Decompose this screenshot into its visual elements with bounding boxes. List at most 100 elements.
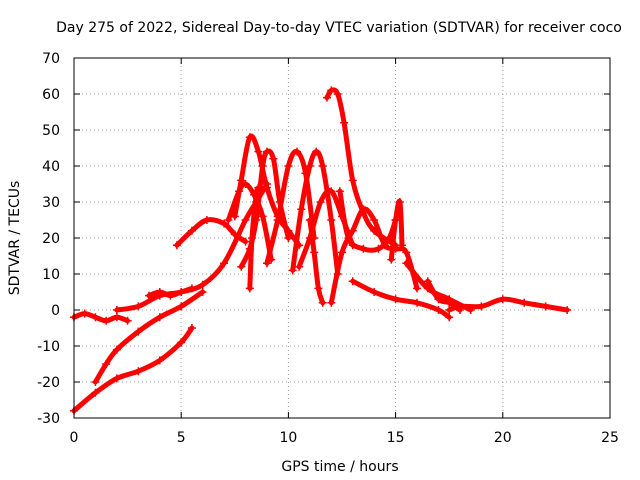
data-point bbox=[445, 298, 454, 307]
data-point bbox=[202, 216, 211, 224]
series-line bbox=[247, 185, 261, 291]
data-point bbox=[237, 262, 246, 271]
data-point bbox=[316, 198, 325, 206]
data-point bbox=[134, 367, 143, 376]
series-arc-19 bbox=[348, 277, 454, 322]
x-tick-label: 10 bbox=[279, 430, 297, 446]
x-tick-label: 15 bbox=[387, 430, 405, 446]
data-point bbox=[340, 118, 349, 127]
data-point bbox=[91, 313, 100, 322]
y-tick-label: 70 bbox=[42, 51, 60, 67]
data-point bbox=[322, 93, 331, 102]
data-point bbox=[374, 244, 383, 253]
data-point bbox=[177, 288, 186, 296]
data-point bbox=[335, 187, 344, 196]
series-line bbox=[307, 217, 326, 306]
data-point bbox=[288, 266, 297, 275]
data-point bbox=[297, 205, 306, 214]
data-point bbox=[155, 313, 164, 322]
data-point bbox=[312, 147, 321, 156]
y-tick-label: -20 bbox=[37, 375, 60, 391]
y-tick-label: 0 bbox=[51, 303, 60, 319]
data-point bbox=[262, 183, 271, 192]
data-point bbox=[262, 147, 271, 156]
data-point bbox=[370, 216, 379, 224]
series-arc-10 bbox=[245, 183, 263, 293]
data-point bbox=[224, 216, 233, 224]
axis-ticks: 0 5 10 15 20 25 -30 -20 -10 0 10 20 30 40 50 60 70 bbox=[37, 51, 619, 446]
series-arc-6 bbox=[172, 216, 250, 250]
series-arc-22 bbox=[445, 295, 572, 314]
data-point bbox=[520, 298, 529, 307]
data-point bbox=[338, 248, 346, 257]
data-point bbox=[445, 313, 454, 322]
data-point bbox=[413, 284, 422, 293]
data-point bbox=[112, 345, 121, 354]
data-point bbox=[348, 176, 357, 185]
y-tick-label: -10 bbox=[37, 339, 60, 355]
data-point bbox=[123, 316, 132, 325]
data-point bbox=[230, 230, 239, 239]
data-point bbox=[359, 244, 368, 253]
data-point bbox=[241, 237, 250, 246]
y-axis-label: SDTVAR / TECUs bbox=[7, 181, 23, 296]
chart-title: Day 275 of 2022, Sidereal Day-to-day VTE… bbox=[56, 20, 622, 36]
data-point bbox=[318, 298, 327, 307]
data-point bbox=[91, 378, 100, 386]
x-tick-label: 25 bbox=[601, 430, 619, 446]
data-point bbox=[402, 248, 411, 257]
data-point bbox=[348, 226, 357, 235]
series-arc-2 bbox=[91, 288, 207, 386]
series-arc-5 bbox=[145, 284, 196, 300]
data-point bbox=[220, 259, 229, 268]
series-line bbox=[174, 217, 248, 248]
data-point bbox=[395, 198, 404, 206]
data-point bbox=[247, 234, 256, 242]
data-point bbox=[344, 234, 353, 242]
data-point bbox=[241, 180, 250, 188]
data-point bbox=[258, 162, 267, 170]
y-tick-label: 10 bbox=[42, 267, 60, 283]
data-point bbox=[155, 288, 164, 296]
data-point bbox=[155, 356, 164, 365]
x-tick-label: 0 bbox=[70, 430, 79, 446]
data-point bbox=[292, 147, 301, 156]
data-point bbox=[413, 298, 422, 307]
x-tick-label: 5 bbox=[177, 430, 186, 446]
data-point bbox=[166, 291, 175, 300]
series-arc-18 bbox=[387, 198, 407, 264]
data-point bbox=[245, 284, 254, 293]
data-point bbox=[445, 306, 454, 314]
data-point bbox=[348, 277, 357, 286]
data-point bbox=[269, 154, 278, 163]
series-arc-1 bbox=[70, 324, 196, 415]
data-point bbox=[387, 255, 396, 264]
data-point bbox=[327, 86, 336, 95]
data-point bbox=[254, 147, 263, 156]
data-point bbox=[284, 234, 293, 242]
series-arc-3 bbox=[70, 309, 132, 325]
data-point bbox=[391, 216, 400, 224]
series-line bbox=[388, 198, 405, 263]
data-point bbox=[327, 298, 336, 307]
data-point bbox=[563, 306, 572, 314]
data-point bbox=[112, 313, 121, 322]
data-series bbox=[70, 86, 572, 415]
data-point bbox=[241, 216, 250, 224]
y-tick-label: 40 bbox=[42, 159, 60, 175]
data-point bbox=[310, 248, 319, 257]
data-point bbox=[402, 259, 411, 268]
data-point bbox=[102, 360, 111, 368]
series-line bbox=[225, 181, 274, 263]
x-axis-label: GPS time / hours bbox=[281, 459, 398, 475]
data-point bbox=[187, 226, 196, 235]
data-point bbox=[112, 306, 121, 314]
data-point bbox=[134, 327, 143, 336]
data-point bbox=[327, 216, 336, 224]
data-point bbox=[434, 295, 443, 304]
data-point bbox=[134, 302, 143, 311]
y-tick-label: 60 bbox=[42, 87, 60, 103]
data-point bbox=[112, 374, 121, 383]
data-point bbox=[391, 295, 400, 304]
